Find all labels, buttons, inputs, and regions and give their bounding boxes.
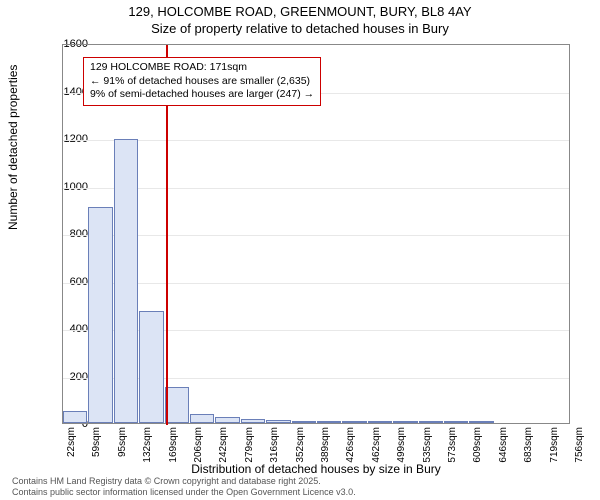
grid-line — [63, 188, 569, 189]
grid-line — [63, 235, 569, 236]
footer-line1: Contains HM Land Registry data © Crown c… — [12, 476, 356, 487]
histogram-bar — [215, 417, 239, 423]
histogram-bar — [63, 411, 87, 423]
y-axis-label: Number of detached properties — [6, 65, 20, 230]
histogram-bar — [393, 421, 417, 423]
histogram-bar — [88, 207, 112, 423]
histogram-bar — [165, 387, 189, 423]
x-axis-label: Distribution of detached houses by size … — [62, 462, 570, 476]
histogram-bar — [317, 421, 341, 423]
histogram-bar — [368, 421, 392, 423]
histogram-bar — [139, 311, 163, 423]
chart-title: 129, HOLCOMBE ROAD, GREENMOUNT, BURY, BL… — [0, 0, 600, 38]
histogram-bar — [444, 421, 468, 423]
histogram-bar — [266, 420, 290, 423]
histogram-bar — [469, 421, 493, 423]
histogram-bar — [241, 419, 265, 423]
histogram-bar — [190, 414, 214, 424]
annotation-line2: ← 91% of detached houses are smaller (2,… — [90, 75, 314, 89]
histogram-bar — [419, 421, 443, 423]
x-tick-label: 756sqm — [574, 427, 585, 471]
histogram-bar — [342, 421, 366, 423]
chart-container: 129, HOLCOMBE ROAD, GREENMOUNT, BURY, BL… — [0, 0, 600, 500]
title-line2: Size of property relative to detached ho… — [0, 21, 600, 38]
plot-area: 129 HOLCOMBE ROAD: 171sqm ← 91% of detac… — [62, 44, 570, 424]
annotation-line3: 9% of semi-detached houses are larger (2… — [90, 88, 314, 102]
grid-line — [63, 140, 569, 141]
histogram-bar — [292, 421, 316, 423]
annotation-box: 129 HOLCOMBE ROAD: 171sqm ← 91% of detac… — [83, 57, 321, 106]
grid-line — [63, 283, 569, 284]
footer-line2: Contains public sector information licen… — [12, 487, 356, 498]
footer: Contains HM Land Registry data © Crown c… — [12, 476, 356, 498]
title-line1: 129, HOLCOMBE ROAD, GREENMOUNT, BURY, BL… — [0, 4, 600, 21]
histogram-bar — [114, 139, 138, 423]
annotation-line1: 129 HOLCOMBE ROAD: 171sqm — [90, 61, 314, 75]
